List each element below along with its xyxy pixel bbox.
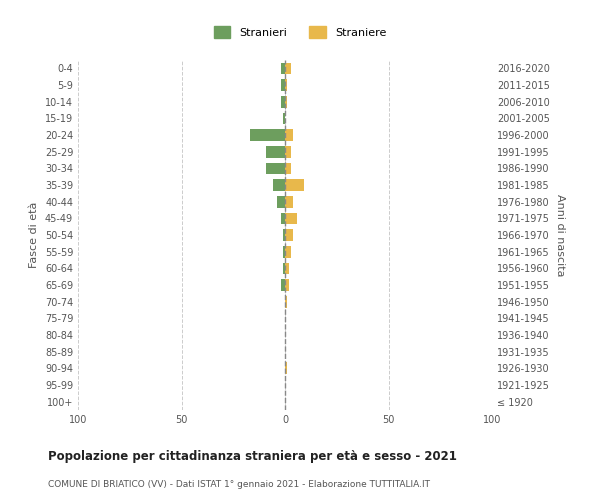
Bar: [283, 246, 285, 258]
Bar: [285, 362, 287, 374]
Bar: [266, 146, 285, 158]
Bar: [272, 179, 285, 191]
Bar: [283, 229, 285, 241]
Bar: [250, 129, 285, 141]
Bar: [277, 196, 285, 207]
Text: Popolazione per cittadinanza straniera per età e sesso - 2021: Popolazione per cittadinanza straniera p…: [48, 450, 457, 463]
Bar: [285, 146, 291, 158]
Bar: [283, 112, 285, 124]
Bar: [285, 262, 289, 274]
Bar: [281, 212, 285, 224]
Bar: [285, 62, 291, 74]
Bar: [285, 96, 287, 108]
Bar: [285, 246, 291, 258]
Bar: [285, 79, 287, 91]
Bar: [281, 96, 285, 108]
Y-axis label: Fasce di età: Fasce di età: [29, 202, 39, 268]
Y-axis label: Anni di nascita: Anni di nascita: [555, 194, 565, 276]
Bar: [285, 179, 304, 191]
Bar: [285, 229, 293, 241]
Bar: [281, 62, 285, 74]
Bar: [285, 279, 289, 291]
Text: COMUNE DI BRIATICO (VV) - Dati ISTAT 1° gennaio 2021 - Elaborazione TUTTITALIA.I: COMUNE DI BRIATICO (VV) - Dati ISTAT 1° …: [48, 480, 430, 489]
Bar: [285, 162, 291, 174]
Bar: [285, 212, 298, 224]
Bar: [281, 279, 285, 291]
Bar: [281, 79, 285, 91]
Bar: [266, 162, 285, 174]
Bar: [283, 262, 285, 274]
Legend: Stranieri, Straniere: Stranieri, Straniere: [208, 20, 392, 43]
Bar: [285, 196, 293, 207]
Bar: [285, 296, 287, 308]
Bar: [285, 129, 293, 141]
